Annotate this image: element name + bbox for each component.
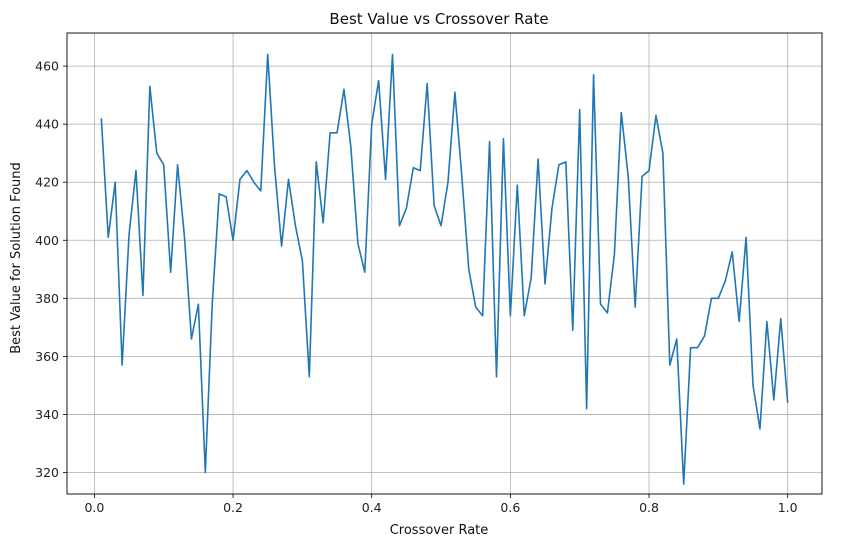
- x-axis: 0.0 0.2 0.4 0.6 0.8 1.0: [84, 494, 798, 515]
- x-tick-label: 0.4: [362, 500, 382, 515]
- y-tick-label: 400: [35, 233, 59, 248]
- x-axis-label: Crossover Rate: [390, 523, 489, 538]
- x-tick-label: 0.6: [500, 500, 520, 515]
- y-tick-label: 320: [35, 465, 59, 480]
- y-tick-label: 380: [35, 291, 59, 306]
- y-axis-label: Best Value for Solution Found: [9, 162, 24, 354]
- y-tick-label: 340: [35, 407, 59, 422]
- plot-frame: [66, 32, 823, 495]
- series-line: [100, 53, 789, 485]
- y-tick-label: 420: [35, 175, 59, 190]
- y-tick-label: 440: [35, 117, 59, 132]
- y-axis: 320 340 360 380 400 420 440 460: [35, 59, 67, 480]
- x-tick-label: 0.8: [639, 500, 659, 515]
- y-tick-label: 360: [35, 349, 59, 364]
- y-tick-label: 460: [35, 59, 59, 74]
- x-tick-label: 0.2: [223, 500, 243, 515]
- chart-title: Best Value vs Crossover Rate: [329, 10, 548, 28]
- x-tick-label: 0.0: [84, 500, 104, 515]
- grid: [67, 33, 822, 494]
- x-tick-label: 1.0: [778, 500, 798, 515]
